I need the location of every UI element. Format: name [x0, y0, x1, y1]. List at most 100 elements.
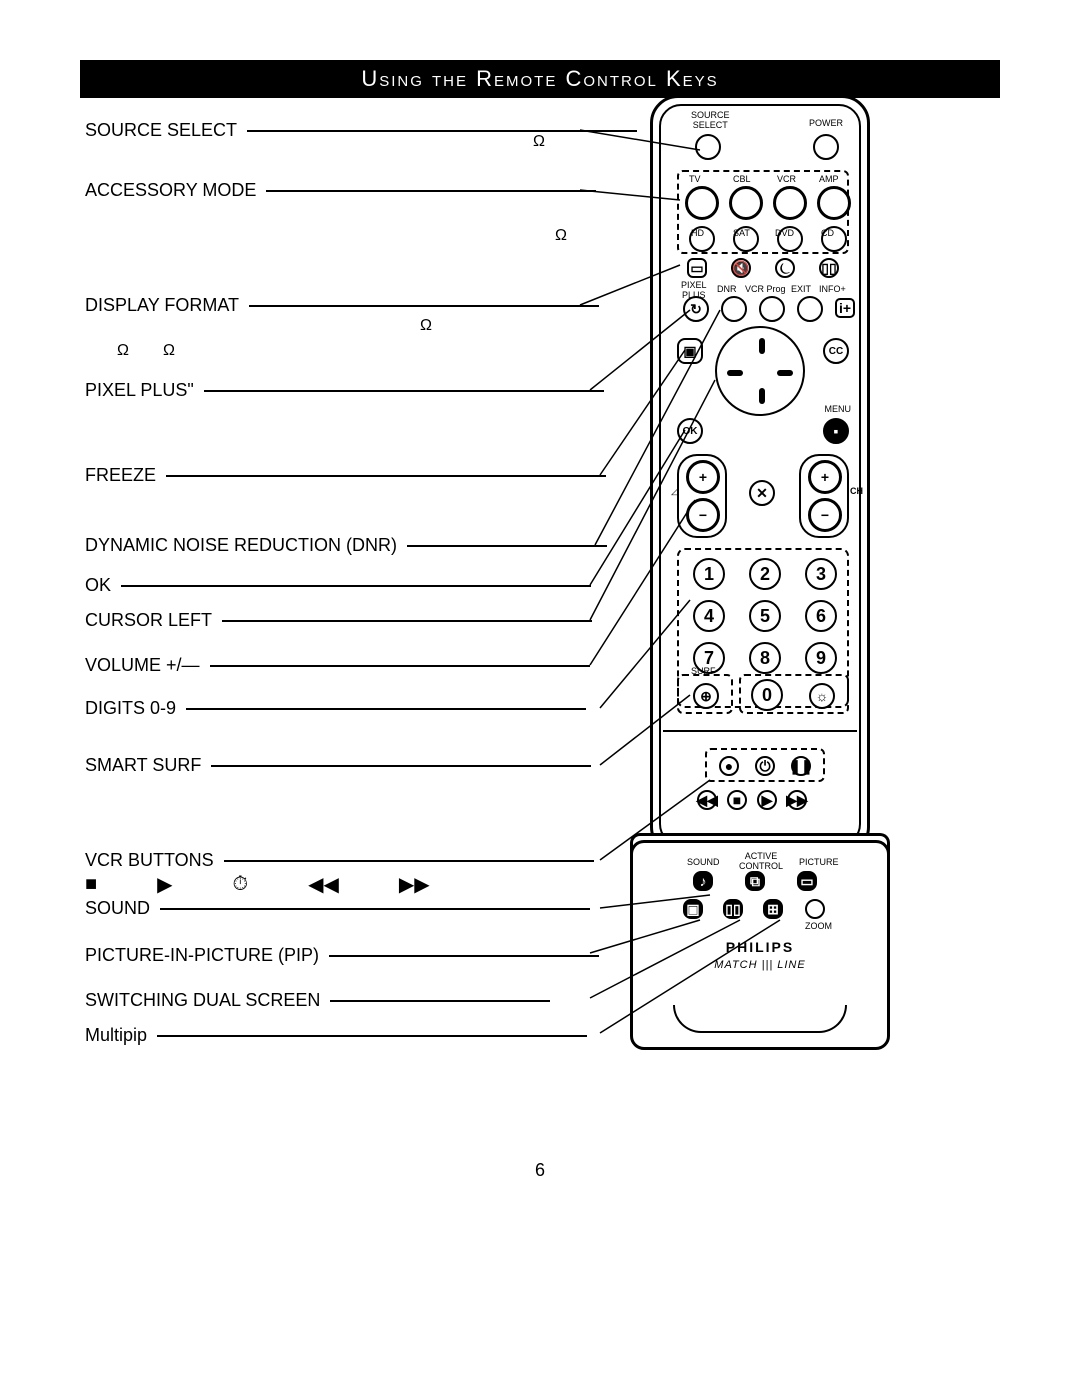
record-icon[interactable]: ●	[719, 756, 739, 776]
label-row: PIXEL PLUS"	[85, 380, 604, 401]
play-button[interactable]: ▶	[757, 790, 777, 810]
sleep-icon[interactable]: ⏾	[775, 258, 795, 278]
rewind-button[interactable]: ◀◀	[697, 790, 717, 810]
label-leader	[211, 765, 591, 767]
dual-screen-button[interactable]: ▯▯	[723, 899, 743, 919]
label-text: FREEZE	[85, 465, 166, 486]
remote-diagram: SOURCE SELECT POWER TV CBL VCR AMP HD SA…	[640, 95, 880, 1055]
remote-body: SOURCE SELECT POWER TV CBL VCR AMP HD SA…	[650, 95, 870, 855]
active-control-button[interactable]: ⧉	[745, 871, 765, 891]
digit-5[interactable]: 5	[749, 600, 781, 632]
ffwd-button[interactable]: ▶▶	[787, 790, 807, 810]
label-leader	[157, 1035, 587, 1037]
matchline-logo: MATCH ||| LINE	[633, 959, 887, 971]
smart-surf-button[interactable]: ⊕	[693, 683, 719, 709]
label-leader	[407, 545, 607, 547]
vcr-bottom-row: ◀◀ ■ ▶ ▶▶	[697, 790, 807, 810]
label-text: DYNAMIC NOISE REDUCTION (DNR)	[85, 535, 407, 556]
menu-button[interactable]: ▪	[823, 418, 849, 444]
label-row: FREEZE	[85, 465, 606, 486]
ffwd-icon: ▶▶	[399, 872, 430, 897]
digit-3[interactable]: 3	[805, 558, 837, 590]
mute-icon[interactable]: 🔇	[731, 258, 751, 278]
volume-up[interactable]: +	[686, 460, 720, 494]
func-label: INFO+	[819, 284, 846, 294]
mode-cbl[interactable]	[729, 186, 763, 220]
label-leader	[160, 908, 590, 910]
label-row: OK	[85, 575, 591, 596]
vcr-prog-button[interactable]	[759, 296, 785, 322]
omega-glyph: Ω	[533, 133, 545, 151]
section-title: Using the Remote Control Keys	[80, 60, 1000, 98]
info-button[interactable]: i+	[835, 298, 855, 318]
mode-hd[interactable]	[689, 226, 715, 252]
cc-button[interactable]: CC	[823, 338, 849, 364]
channel-rocker[interactable]: + −	[799, 454, 849, 538]
label-leader	[249, 305, 599, 307]
channel-down[interactable]: −	[808, 498, 842, 532]
label-row: SWITCHING DUAL SCREEN	[85, 990, 550, 1011]
mode-label: SAT	[733, 228, 750, 238]
omega-glyph: Ω	[117, 342, 129, 360]
label-text: PICTURE-IN-PICTURE (PIP)	[85, 945, 329, 966]
dnr-button[interactable]	[721, 296, 747, 322]
mode-vcr[interactable]	[773, 186, 807, 220]
backlight-button[interactable]: ☼	[809, 683, 835, 709]
func-label: DNR	[717, 284, 737, 294]
label-row: DISPLAY FORMAT	[85, 295, 599, 316]
power-button[interactable]	[813, 134, 839, 160]
ok-button[interactable]: OK	[677, 418, 703, 444]
mode-tv[interactable]	[685, 186, 719, 220]
label-leader	[330, 1000, 550, 1002]
digit-6[interactable]: 6	[805, 600, 837, 632]
volume-rocker[interactable]: + −	[677, 454, 727, 538]
picture-button[interactable]: ▭	[797, 871, 817, 891]
pause-icon[interactable]: ❚❚	[791, 756, 811, 776]
sound-button[interactable]: ♪	[693, 871, 713, 891]
omega-glyph: Ω	[555, 227, 567, 245]
digit-8[interactable]: 8	[749, 642, 781, 674]
digit-0[interactable]: 0	[751, 679, 783, 711]
stop-button[interactable]: ■	[727, 790, 747, 810]
label-row: PICTURE-IN-PICTURE (PIP)	[85, 945, 599, 966]
source-select-button[interactable]	[695, 134, 721, 160]
display-format-button[interactable]: ▭	[687, 258, 707, 278]
channel-up[interactable]: +	[808, 460, 842, 494]
cursor-dpad[interactable]	[715, 326, 805, 416]
cc-label: CC	[829, 346, 843, 357]
pip-button[interactable]: ▣	[683, 899, 703, 919]
label-text: OK	[85, 575, 121, 596]
label-row: SOURCE SELECT	[85, 120, 637, 141]
label-text: SWITCHING DUAL SCREEN	[85, 990, 330, 1011]
mode-cd[interactable]	[821, 226, 847, 252]
mode-label: HD	[691, 228, 704, 238]
mode-label: DVD	[775, 228, 794, 238]
digit-9[interactable]: 9	[805, 642, 837, 674]
label-row: DIGITS 0-9	[85, 698, 586, 719]
mode-sat[interactable]	[733, 226, 759, 252]
label-row: VCR BUTTONS	[85, 850, 594, 871]
mode-dvd[interactable]	[777, 226, 803, 252]
digit-4[interactable]: 4	[693, 600, 725, 632]
label-leader	[204, 390, 604, 392]
standby-icon[interactable]: ⏻	[755, 756, 775, 776]
exit-button[interactable]	[797, 296, 823, 322]
base-notch	[673, 1005, 847, 1033]
digit-keypad: 1 2 3 4 5 6 7 8 9	[677, 548, 849, 708]
mute-button[interactable]: ✕	[749, 480, 775, 506]
label-row: VOLUME +/—	[85, 655, 590, 676]
volume-down[interactable]: −	[686, 498, 720, 532]
omega-glyph: Ω	[163, 342, 175, 360]
zoom-label: ZOOM	[805, 921, 832, 931]
digit-1[interactable]: 1	[693, 558, 725, 590]
mode-amp[interactable]	[817, 186, 851, 220]
multipip-button[interactable]: ⊞	[763, 899, 783, 919]
zoom-button[interactable]	[805, 899, 825, 919]
digit-2[interactable]: 2	[749, 558, 781, 590]
freeze-button[interactable]: ▣	[677, 338, 703, 364]
label-text: DIGITS 0-9	[85, 698, 186, 719]
vcr-symbols: ■ ▶ ⏱ ◀◀ ▶▶	[85, 872, 430, 897]
dual-screen-icon[interactable]: ▯▯	[819, 258, 839, 278]
pixel-plus-button[interactable]: ↻	[683, 296, 709, 322]
digit-7[interactable]: 7	[693, 642, 725, 674]
